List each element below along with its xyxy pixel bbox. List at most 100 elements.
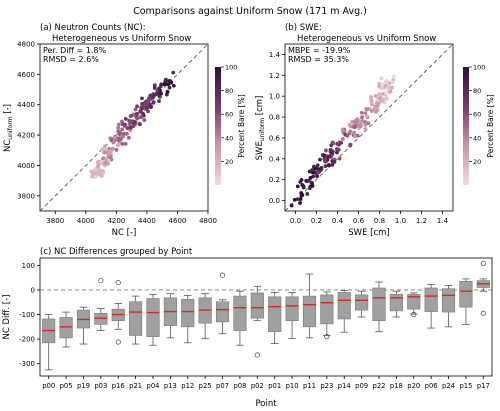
outlier-point <box>254 352 260 358</box>
scatter-point <box>93 171 98 176</box>
box-iqr <box>424 287 438 312</box>
colorbar-tick-label: 20 <box>473 158 481 166</box>
panel-a-ylabel: NCuniform [-] <box>3 104 14 152</box>
scatter-point <box>117 122 121 127</box>
scatter-point <box>155 88 160 93</box>
x-tick-label: 0.8 <box>374 217 385 225</box>
scatter-point <box>355 133 360 138</box>
panel-c-boxplot: (c) NC Differences grouped by Point -300… <box>2 247 493 409</box>
scatter-point <box>313 166 318 171</box>
y-tick-label: 4000 <box>17 162 35 170</box>
one-to-one-line <box>39 43 209 212</box>
scatter-point <box>93 167 98 171</box>
scatter-point <box>152 83 157 88</box>
scatter-point <box>171 70 176 75</box>
x-tick-label: 0.2 <box>311 217 322 225</box>
scatter-point <box>146 99 151 104</box>
box-iqr <box>337 292 351 320</box>
scatter-point <box>387 90 392 94</box>
scatter-point <box>159 82 164 87</box>
box-p07 <box>215 272 230 335</box>
scatter-point <box>331 141 336 146</box>
panel-b-subtitle: Heterogeneous vs Uniform Snow <box>297 34 436 44</box>
scatter-point <box>363 111 368 116</box>
scatter-point <box>323 164 328 169</box>
box-iqr <box>441 288 456 313</box>
scatter-point <box>113 136 118 141</box>
scatter-point <box>171 83 176 88</box>
scatter-point <box>295 184 300 189</box>
panel-c-boxes <box>42 260 490 371</box>
box-p18 <box>389 290 403 318</box>
panel-a-title: (a) Neutron Counts (NC): <box>40 23 146 33</box>
box-p11 <box>302 273 317 339</box>
box-p01 <box>268 292 282 344</box>
scatter-point <box>103 144 107 149</box>
panel-b-stat-line-1: MBPE = -19.9% <box>288 46 351 55</box>
box-iqr <box>459 281 473 308</box>
outlier-point <box>411 311 417 318</box>
scatter-point <box>352 134 357 139</box>
x-tick-label: p08 <box>233 382 246 390</box>
scatter-point <box>129 120 133 125</box>
colorbar-tick-label: 100 <box>473 64 485 72</box>
x-tick-label: p16 <box>112 382 125 390</box>
scatter-point <box>330 162 335 167</box>
outlier-point <box>219 272 226 278</box>
scatter-point <box>125 126 130 131</box>
scatter-point <box>359 110 364 115</box>
y-tick-label: 0.2 <box>269 176 280 184</box>
scatter-point <box>298 197 303 202</box>
panel-b-ylabel-unit: [cm] <box>255 96 265 118</box>
x-tick-label: p09 <box>355 382 368 390</box>
x-tick-label: p22 <box>373 382 386 390</box>
scatter-point <box>377 92 382 97</box>
x-tick-label: p13 <box>164 382 177 390</box>
scatter-point <box>391 74 396 79</box>
box-iqr <box>285 296 299 321</box>
scatter-point <box>358 120 363 125</box>
scatter-point <box>100 171 105 176</box>
box-p17 <box>476 260 490 316</box>
box-p02 <box>250 285 264 358</box>
scatter-point <box>123 116 128 121</box>
x-tick-label: p03 <box>94 382 107 390</box>
scatter-point <box>315 163 320 168</box>
scatter-point <box>327 163 331 168</box>
scatter-point <box>106 150 110 155</box>
scatter-point <box>328 147 333 152</box>
x-tick-label: 4200 <box>107 217 125 225</box>
scatter-point <box>100 147 105 151</box>
scatter-point <box>107 146 111 151</box>
scatter-point <box>164 77 168 82</box>
colorbar-tick-label: 80 <box>225 87 233 95</box>
panel-b-colorbar <box>463 67 469 185</box>
panel-b-colorbar-label: Percent Bare [%] <box>486 94 495 157</box>
scatter-point <box>148 93 153 98</box>
scatter-point <box>298 201 302 205</box>
box-p04 <box>146 293 160 346</box>
scatter-point <box>383 83 388 88</box>
x-tick-label: 0.0 <box>290 217 301 225</box>
scatter-point <box>339 140 344 145</box>
panel-b-plot-area <box>284 43 454 212</box>
y-tick-label: 4600 <box>17 71 35 79</box>
panel-b-colorbar-ticks: 20 40 60 80 100 <box>469 64 485 166</box>
scatter-point <box>324 148 328 153</box>
outlier-point <box>115 339 121 345</box>
panel-a-points <box>89 70 176 179</box>
x-tick-label: 4400 <box>138 217 156 225</box>
panel-a-plot-area <box>39 43 209 212</box>
box-p15 <box>459 278 473 325</box>
box-p03 <box>94 278 108 331</box>
scatter-point <box>169 80 174 85</box>
x-tick-label: p15 <box>459 382 472 390</box>
y-tick-label: 0.6 <box>269 134 281 142</box>
box-iqr <box>59 317 73 339</box>
scatter-point <box>373 94 378 98</box>
scatter-point <box>141 111 145 116</box>
x-tick-label: p12 <box>181 382 194 390</box>
scatter-point <box>99 161 104 166</box>
x-tick-label: p24 <box>442 382 455 390</box>
y-tick-label: 3800 <box>17 192 35 200</box>
